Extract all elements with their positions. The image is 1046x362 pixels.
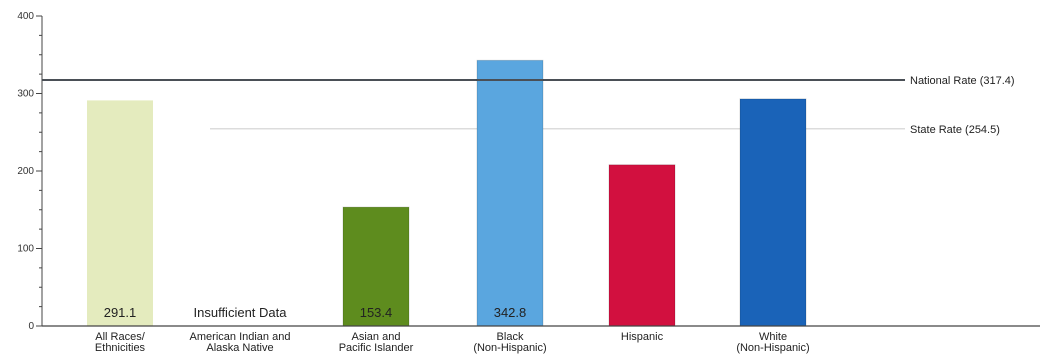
category-label: Alaska Native — [206, 342, 273, 354]
value-label: 291.1 — [104, 305, 137, 320]
category-label: (Non-Hispanic) — [473, 342, 546, 354]
y-axis: 0 100 200 300 400 — [17, 11, 43, 332]
value-label: 342.8 — [494, 305, 527, 320]
state-rate-label: State Rate (254.5) — [910, 124, 1000, 136]
category-label: Black — [497, 331, 524, 343]
value-labels: 291.1 Insufficient Data 153.4 342.8 — [104, 305, 527, 320]
category-labels: All Races/Ethnicities American Indian and… — [95, 331, 810, 354]
category-label: Asian and — [352, 331, 401, 343]
value-label: Insufficient Data — [194, 305, 288, 320]
category-label: White — [759, 331, 787, 343]
category-label: Hispanic — [621, 331, 664, 343]
category-label: Ethnicities — [95, 342, 146, 354]
bar — [342, 206, 410, 327]
y-tick-label: 400 — [17, 11, 34, 22]
category-label: All Races/ — [95, 331, 145, 343]
value-label: 153.4 — [360, 305, 393, 320]
bar — [87, 100, 153, 327]
bar — [608, 164, 676, 327]
category-label: Pacific Islander — [339, 342, 414, 354]
y-tick-label: 300 — [17, 89, 34, 100]
national-rate-label: National Rate (317.4) — [910, 75, 1015, 87]
category-label: (Non-Hispanic) — [736, 342, 809, 354]
y-tick-label: 100 — [17, 244, 34, 255]
bar — [739, 98, 807, 327]
y-tick-label: 0 — [28, 321, 34, 332]
bars — [87, 59, 807, 327]
bar — [476, 59, 544, 327]
y-tick-label: 200 — [17, 166, 34, 177]
category-label: American Indian and — [190, 331, 291, 343]
